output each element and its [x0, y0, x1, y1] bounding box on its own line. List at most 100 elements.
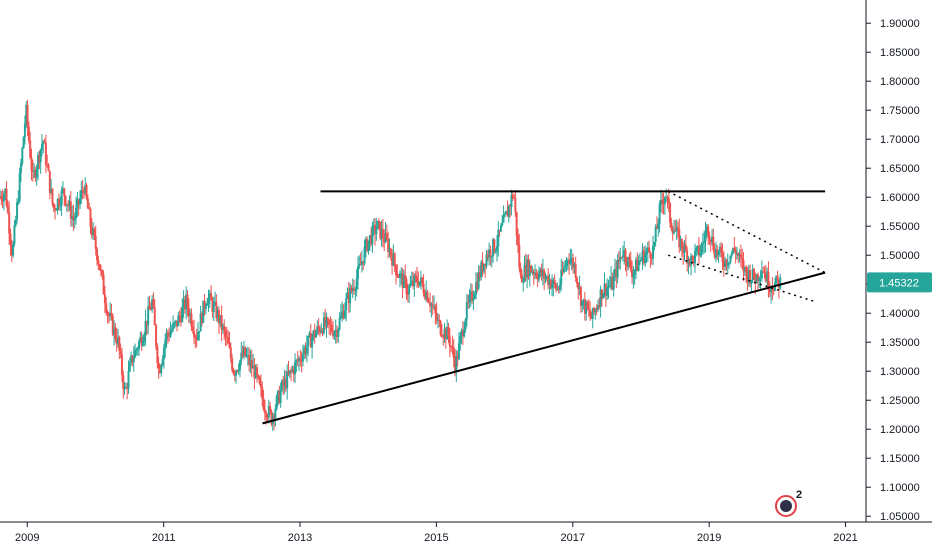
candle-body	[22, 137, 25, 149]
candle	[47, 163, 50, 172]
candle	[690, 253, 693, 276]
candle	[657, 218, 660, 237]
candle	[199, 305, 202, 332]
candle	[558, 278, 561, 294]
candle-body	[258, 377, 261, 384]
candle-body	[297, 357, 300, 362]
candle	[189, 309, 192, 324]
candle-body	[299, 357, 302, 361]
candle-body	[469, 291, 472, 296]
candle-body	[558, 284, 561, 290]
candle-body	[539, 268, 542, 274]
candle-body	[623, 250, 626, 256]
dotted-trendline[interactable]	[668, 254, 816, 303]
candle-body	[555, 283, 558, 290]
time-axis[interactable]: 2009 2011 2013 2015 2017 2019 2021	[0, 521, 932, 544]
candle	[27, 121, 30, 144]
candle-body	[410, 280, 413, 285]
candle	[514, 190, 517, 217]
candle-body	[511, 194, 514, 198]
candle	[245, 347, 248, 359]
candle-body	[575, 277, 578, 284]
candle	[667, 188, 670, 213]
candle-body	[637, 262, 640, 271]
candle	[34, 166, 37, 182]
candle-body	[69, 201, 72, 219]
candle-body	[425, 291, 428, 299]
candle-body	[549, 280, 552, 289]
candle	[304, 342, 307, 359]
candle	[231, 354, 234, 373]
candle	[215, 294, 218, 322]
candle	[416, 266, 419, 288]
candle-body	[250, 360, 253, 369]
candle	[616, 253, 619, 284]
candle-body	[406, 293, 409, 295]
candle	[67, 200, 70, 213]
candle-body	[691, 255, 694, 257]
candle-body	[235, 370, 238, 376]
candle-body	[14, 219, 17, 226]
candle	[82, 186, 85, 199]
candle	[587, 299, 590, 318]
candle-body	[197, 331, 200, 340]
candle-body	[346, 292, 349, 299]
candle-body	[591, 308, 594, 319]
candle	[58, 193, 61, 211]
candle	[450, 345, 453, 353]
candle	[612, 269, 615, 297]
candle-body	[395, 265, 398, 276]
candle-body	[149, 309, 152, 311]
candle	[126, 382, 129, 400]
candle	[114, 323, 117, 343]
candle-body	[402, 274, 405, 288]
candle-body	[619, 256, 622, 262]
candle-body	[71, 215, 74, 219]
candle	[519, 262, 522, 279]
candle-body	[153, 307, 156, 326]
candle-body	[52, 203, 55, 209]
candle	[292, 365, 295, 382]
candle	[325, 312, 328, 338]
candle-body	[360, 261, 363, 265]
tradingview-badge[interactable]: 2	[775, 489, 802, 517]
candle-body	[2, 194, 5, 202]
candle	[51, 188, 54, 207]
candle-body	[77, 199, 80, 205]
candle	[178, 310, 181, 323]
candle-body	[54, 208, 57, 211]
candle-body	[103, 294, 106, 304]
solid-trendline[interactable]	[262, 271, 826, 425]
candle	[303, 345, 306, 360]
candle-body	[393, 253, 396, 266]
candle	[318, 325, 321, 337]
candle-body	[228, 343, 231, 348]
candle-body	[64, 196, 67, 205]
x-tick-label: 2021	[833, 532, 857, 544]
candle-body	[772, 290, 775, 292]
candle-body	[290, 370, 293, 372]
candle-body	[506, 211, 509, 217]
candle-body	[718, 246, 721, 251]
candle	[297, 355, 300, 372]
candle-body	[578, 287, 581, 289]
candle	[261, 381, 264, 407]
candle	[724, 256, 727, 271]
y-tick-label: 1.40000	[880, 308, 920, 320]
candle-body	[10, 244, 13, 256]
candle-body	[296, 360, 299, 362]
candle	[718, 243, 721, 257]
candle-body	[179, 316, 182, 322]
candle	[37, 151, 40, 181]
candle	[376, 220, 379, 230]
candle	[632, 265, 635, 289]
candle	[139, 331, 142, 343]
candle	[183, 295, 186, 314]
candle-body	[419, 277, 422, 282]
candle	[391, 248, 394, 275]
candle-body	[457, 343, 460, 360]
price-axis[interactable]: 1.05000 1.10000 1.15000 1.20000 1.25000 1.300…	[865, 0, 920, 523]
candle-body	[16, 202, 19, 220]
candle	[30, 148, 33, 181]
